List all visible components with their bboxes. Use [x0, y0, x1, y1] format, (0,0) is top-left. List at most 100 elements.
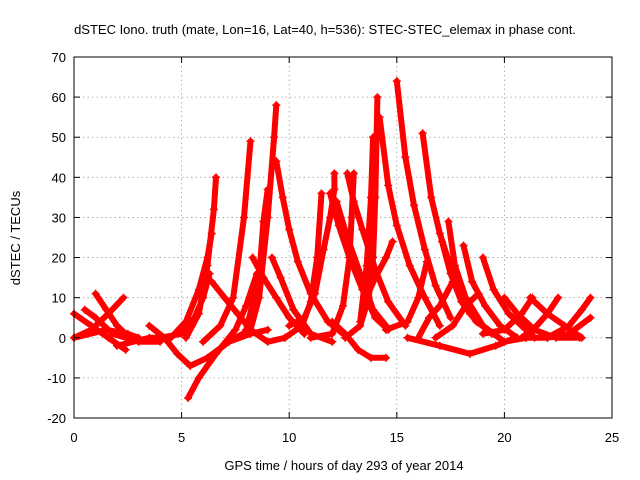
data-point: [293, 257, 302, 266]
series-28: [360, 237, 397, 306]
data-point: [317, 189, 326, 198]
data-point: [184, 393, 193, 402]
y-tick-label: 40: [52, 170, 66, 185]
y-tick-label: 60: [52, 90, 66, 105]
data-point: [410, 201, 419, 210]
series-19: [280, 189, 326, 342]
data-point: [478, 329, 487, 338]
data-point: [448, 321, 457, 330]
data-point: [382, 253, 391, 262]
data-point: [216, 321, 225, 330]
data-point: [577, 333, 586, 342]
data-point: [248, 253, 257, 262]
series-line: [357, 134, 377, 325]
data-point: [586, 313, 595, 322]
series-line: [342, 94, 381, 341]
data-point: [450, 261, 459, 270]
data-point: [229, 293, 238, 302]
data-point: [446, 313, 455, 322]
data-point: [382, 325, 391, 334]
data-point: [113, 321, 122, 330]
data-point: [373, 93, 382, 102]
data-point: [356, 317, 365, 326]
y-tick-label: 70: [52, 50, 66, 65]
data-point: [242, 325, 251, 334]
series-44: [521, 313, 595, 342]
data-point: [212, 173, 221, 182]
data-point: [435, 301, 444, 310]
data-point: [375, 113, 384, 122]
data-point: [285, 313, 294, 322]
data-point: [354, 345, 363, 354]
series-41: [517, 293, 563, 342]
data-point: [341, 329, 350, 338]
data-point: [177, 329, 186, 338]
data-point: [156, 333, 165, 342]
data-point: [306, 297, 315, 306]
x-tick-label: 15: [390, 430, 404, 445]
series-line: [71, 326, 142, 341]
data-point: [102, 305, 111, 314]
data-point: [91, 313, 100, 322]
y-tick-label: 30: [52, 210, 66, 225]
data-point: [246, 137, 255, 146]
data-point: [435, 229, 444, 238]
data-point: [478, 253, 487, 262]
data-point: [220, 293, 229, 302]
data-point: [270, 133, 279, 142]
data-point: [403, 333, 412, 342]
data-point: [577, 305, 586, 314]
series-line: [432, 290, 482, 341]
series-line: [522, 314, 594, 341]
data-point: [564, 329, 573, 338]
series-line: [415, 278, 456, 341]
series-10: [184, 269, 261, 402]
data-point: [91, 289, 100, 298]
data-point: [371, 273, 380, 282]
series-line: [185, 270, 260, 401]
data-point: [259, 217, 268, 226]
series-line: [393, 78, 454, 321]
data-point: [489, 285, 498, 294]
data-point: [330, 185, 339, 194]
data-point: [465, 349, 474, 358]
data-point: [358, 225, 367, 234]
data-point: [384, 181, 393, 190]
data-point: [280, 333, 289, 342]
data-point: [343, 233, 352, 242]
data-point: [203, 261, 212, 270]
series-9: [181, 173, 221, 342]
data-point: [328, 329, 337, 338]
data-point: [231, 325, 240, 334]
data-point: [240, 213, 249, 222]
data-point: [366, 193, 375, 202]
data-point: [263, 185, 272, 194]
data-point: [437, 237, 446, 246]
series-line: [383, 258, 430, 333]
series-26: [328, 317, 391, 362]
data-point: [468, 277, 477, 286]
data-point: [554, 293, 563, 302]
data-point: [231, 333, 240, 342]
data-point: [80, 305, 89, 314]
data-point: [272, 101, 281, 110]
data-point: [435, 341, 444, 350]
data-point: [384, 297, 393, 306]
data-point: [328, 317, 337, 326]
data-point: [113, 341, 122, 350]
data-point: [267, 253, 276, 262]
data-point: [332, 197, 341, 206]
data-point: [194, 373, 203, 382]
data-point: [472, 317, 481, 326]
data-point: [401, 153, 410, 162]
series-13: [231, 101, 281, 342]
data-point: [102, 325, 111, 334]
data-point: [586, 293, 595, 302]
data-point: [392, 221, 401, 230]
data-point: [427, 193, 436, 202]
data-point: [431, 333, 440, 342]
data-point: [360, 297, 369, 306]
data-point: [403, 317, 412, 326]
series-line: [376, 114, 443, 329]
x-tick-label: 20: [497, 430, 511, 445]
